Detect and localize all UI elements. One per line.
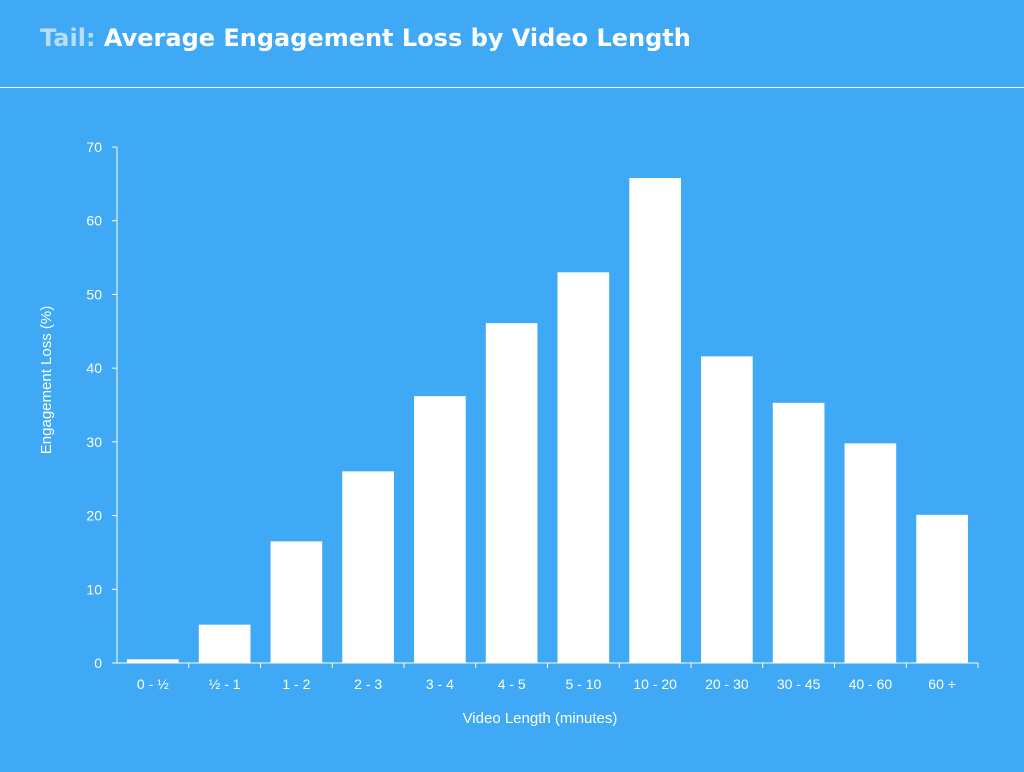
bar — [916, 514, 968, 663]
y-tick-label: 50 — [86, 286, 102, 302]
x-axis: 0 - ½ ½ - 1 1 - 2 2 - 3 3 - 4 4 - 5 5 - 10 10 -… — [117, 662, 979, 692]
x-tick-label: 20 - 30 — [705, 676, 749, 692]
y-axis-title: Engagement Loss (%) — [38, 306, 55, 454]
x-tick-label: 4 - 5 — [498, 676, 526, 692]
x-tick-label: 60 + — [928, 676, 956, 692]
bar — [629, 177, 681, 663]
y-tick-label: 0 — [94, 655, 102, 671]
x-tick-label: 40 - 60 — [849, 676, 893, 692]
y-tick-label: 10 — [86, 581, 102, 597]
x-tick-label: ½ - 1 — [209, 676, 241, 692]
bar — [342, 471, 394, 663]
chart-title-prefix: Tail: — [40, 24, 96, 52]
bars — [127, 177, 968, 663]
x-tick-label: 10 - 20 — [633, 676, 677, 692]
x-tick-label: 0 - ½ — [137, 676, 169, 692]
bar — [414, 396, 466, 663]
bar — [127, 659, 179, 663]
bar — [270, 541, 323, 663]
y-axis: 0 10 20 30 40 50 60 70 — [86, 139, 118, 671]
x-tick-label: 5 - 10 — [565, 676, 601, 692]
chart-title-main: Average Engagement Loss by Video Length — [103, 24, 691, 52]
y-tick-label: 40 — [86, 360, 102, 376]
x-tick-label: 30 - 45 — [777, 676, 821, 692]
chart-title: Tail: Average Engagement Loss by Video L… — [40, 24, 691, 52]
bar — [701, 356, 753, 663]
y-tick-label: 60 — [86, 213, 102, 229]
bar — [485, 323, 538, 663]
y-tick-label: 30 — [86, 434, 102, 450]
bar — [557, 272, 610, 663]
bar — [198, 624, 251, 663]
x-tick-label: 1 - 2 — [282, 676, 310, 692]
bar — [844, 443, 897, 663]
x-tick-label: 3 - 4 — [426, 676, 454, 692]
y-tick-label: 70 — [86, 139, 102, 155]
x-tick-label: 2 - 3 — [354, 676, 382, 692]
y-tick-label: 20 — [86, 508, 102, 524]
header-divider — [0, 87, 1024, 88]
bar — [772, 402, 825, 663]
x-axis-title: Video Length (minutes) — [463, 710, 618, 727]
chart-header: Tail: Average Engagement Loss by Video L… — [0, 0, 1024, 88]
